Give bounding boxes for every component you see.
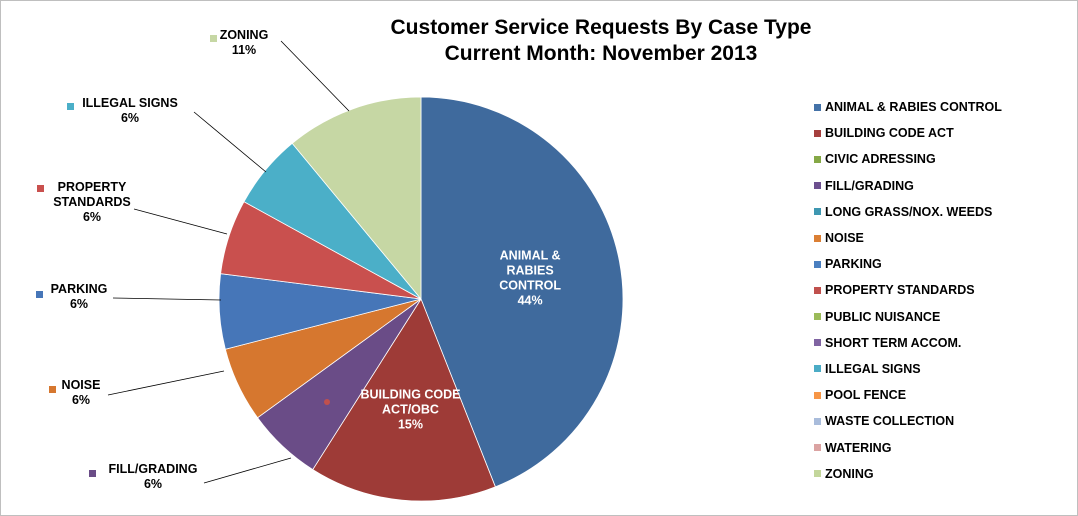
legend-item-pool-fence: POOL FENCE bbox=[814, 382, 1076, 408]
label-marker-property-standards bbox=[37, 185, 44, 192]
legend-swatch bbox=[814, 365, 821, 373]
legend-swatch bbox=[814, 208, 821, 216]
legend-item-parking: PARKING bbox=[814, 251, 1076, 277]
legend-item-illegal-signs: ILLEGAL SIGNS bbox=[814, 356, 1076, 382]
label-marker bbox=[324, 399, 330, 405]
legend-label: BUILDING CODE ACT bbox=[825, 126, 954, 141]
chart-title-line-2: Current Month: November 2013 bbox=[444, 42, 758, 65]
legend-label: ANIMAL & RABIES CONTROL bbox=[825, 100, 1002, 115]
leader-line-zoning bbox=[280, 40, 350, 112]
legend-item-civic-adressing: CIVIC ADRESSING bbox=[814, 146, 1076, 172]
legend-item-watering: WATERING bbox=[814, 434, 1076, 460]
legend-item-property-standards: PROPERTY STANDARDS bbox=[814, 277, 1076, 303]
legend-swatch bbox=[814, 313, 821, 321]
label-marker-fill-grading bbox=[89, 470, 96, 477]
legend-label: PROPERTY STANDARDS bbox=[825, 283, 975, 298]
legend-label: PUBLIC NUISANCE bbox=[825, 309, 941, 324]
legend-swatch bbox=[814, 417, 821, 425]
pie-slice-animal-rabies-control bbox=[420, 96, 624, 488]
label-marker-illegal-signs bbox=[67, 103, 74, 110]
pie-slice-zoning bbox=[291, 96, 422, 301]
leader-line-noise bbox=[107, 370, 225, 396]
legend-swatch bbox=[814, 286, 821, 294]
label-marker-parking bbox=[36, 291, 43, 298]
legend-label: NOISE bbox=[825, 231, 864, 246]
label-marker-noise bbox=[49, 386, 56, 393]
legend-item-waste-collection: WASTE COLLECTION bbox=[814, 408, 1076, 434]
slice-label-property-standards: PROPERTY STANDARDS 6% bbox=[53, 180, 131, 224]
legend-label: PARKING bbox=[825, 257, 882, 272]
leader-line-fill-grading bbox=[203, 457, 292, 484]
legend-item-noise: NOISE bbox=[814, 225, 1076, 251]
slice-label-animal-rabies-control: ANIMAL & RABIES CONTROL 44% bbox=[499, 249, 561, 308]
legend-label: LONG GRASS/NOX. WEEDS bbox=[825, 204, 993, 219]
legend-swatch bbox=[814, 391, 821, 399]
legend-item-fill-grading: FILL/GRADING bbox=[814, 173, 1076, 199]
legend-item-animal-rabies-control: ANIMAL & RABIES CONTROL bbox=[814, 94, 1076, 120]
legend-item-public-nuisance: PUBLIC NUISANCE bbox=[814, 304, 1076, 330]
legend-swatch bbox=[814, 103, 821, 111]
legend-swatch bbox=[814, 260, 821, 268]
legend-swatch bbox=[814, 182, 821, 190]
leader-line-parking bbox=[112, 297, 222, 301]
legend-item-short-term-accom: SHORT TERM ACCOM. bbox=[814, 330, 1076, 356]
leader-line-property-standards bbox=[133, 208, 228, 235]
chart-title-line-1: Customer Service Requests By Case Type bbox=[390, 16, 812, 39]
legend-swatch bbox=[814, 339, 821, 347]
legend-swatch bbox=[814, 234, 821, 242]
chart-title: Customer Service Requests By Case Type C… bbox=[301, 15, 901, 67]
slice-label-fill-grading: FILL/GRADING 6% bbox=[109, 462, 198, 491]
legend-swatch bbox=[814, 470, 821, 478]
legend-label: WASTE COLLECTION bbox=[825, 414, 955, 429]
legend-swatch bbox=[814, 129, 821, 137]
slice-label-illegal-signs: ILLEGAL SIGNS 6% bbox=[82, 96, 178, 125]
legend-label: WATERING bbox=[825, 440, 892, 455]
legend-label: FILL/GRADING bbox=[825, 178, 914, 193]
legend-swatch bbox=[814, 444, 821, 452]
slice-label-zoning: ZONING 11% bbox=[220, 28, 269, 57]
slice-label-building-code-act-obc: BUILDING CODE ACT/OBC 15% bbox=[361, 388, 461, 432]
legend-item-building-code-act: BUILDING CODE ACT bbox=[814, 120, 1076, 146]
slice-label-noise: NOISE 6% bbox=[62, 378, 101, 407]
label-marker-zoning bbox=[210, 35, 217, 42]
slice-label-parking: PARKING 6% bbox=[51, 282, 108, 311]
legend-label: ZONING bbox=[825, 466, 874, 481]
legend-item-long-grass-nox-weeds: LONG GRASS/NOX. WEEDS bbox=[814, 199, 1076, 225]
legend: ANIMAL & RABIES CONTROL BUILDING CODE ACT… bbox=[814, 94, 1076, 487]
slice-labels: ANIMAL & RABIES CONTROL 44% BUILDING CODE ACT… bbox=[36, 28, 561, 491]
legend-label: ILLEGAL SIGNS bbox=[825, 361, 921, 376]
pie-slice-building-code-act-obc bbox=[312, 298, 496, 502]
pie-slices bbox=[218, 96, 624, 502]
leader-line-illegal-signs bbox=[193, 111, 267, 173]
legend-label: SHORT TERM ACCOM. bbox=[825, 335, 962, 350]
legend-label: CIVIC ADRESSING bbox=[825, 152, 936, 167]
legend-label: POOL FENCE bbox=[825, 388, 907, 403]
legend-item-zoning: ZONING bbox=[814, 461, 1076, 487]
legend-swatch bbox=[814, 155, 821, 163]
